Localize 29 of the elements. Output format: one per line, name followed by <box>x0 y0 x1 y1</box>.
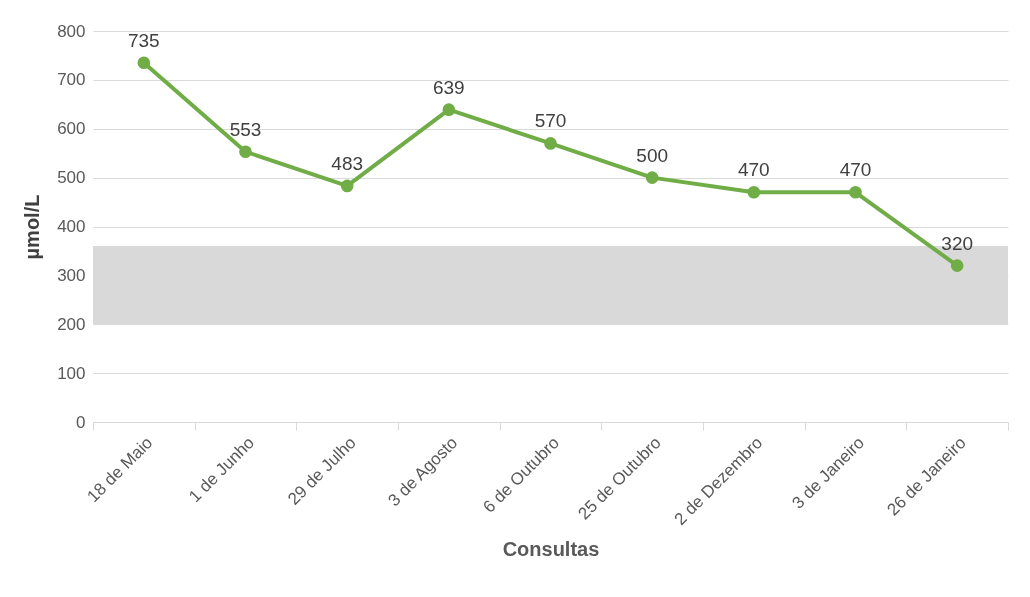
x-axis-title: Consultas <box>502 538 600 560</box>
y-tick-label: 800 <box>57 21 86 41</box>
data-label: 553 <box>229 118 262 140</box>
data-label: 500 <box>636 144 669 166</box>
y-tick-label: 600 <box>57 119 86 139</box>
point <box>544 137 557 150</box>
y-tick-label: 400 <box>57 217 86 236</box>
data-label: 570 <box>534 110 567 132</box>
point <box>747 185 761 199</box>
point <box>137 56 151 70</box>
y-tick-label: 300 <box>57 265 86 285</box>
data-label: 320 <box>941 232 974 254</box>
y-tick-label: 100 <box>57 363 86 383</box>
data-label: 735 <box>127 29 160 51</box>
data-label: 470 <box>839 159 872 181</box>
y-tick-label: 500 <box>57 168 86 188</box>
point <box>340 179 354 193</box>
data-label: 470 <box>737 159 770 181</box>
point <box>442 103 456 116</box>
y-tick-label: 700 <box>57 70 86 90</box>
point <box>849 185 862 199</box>
data-label: 483 <box>331 152 364 174</box>
y-tick-label: 200 <box>57 314 86 334</box>
data-label: 639 <box>432 76 465 98</box>
point <box>645 171 659 184</box>
y-axis-title: µmol/L <box>21 194 44 260</box>
y-tick-label: 0 <box>76 412 86 432</box>
point <box>239 145 252 159</box>
point <box>950 259 964 272</box>
